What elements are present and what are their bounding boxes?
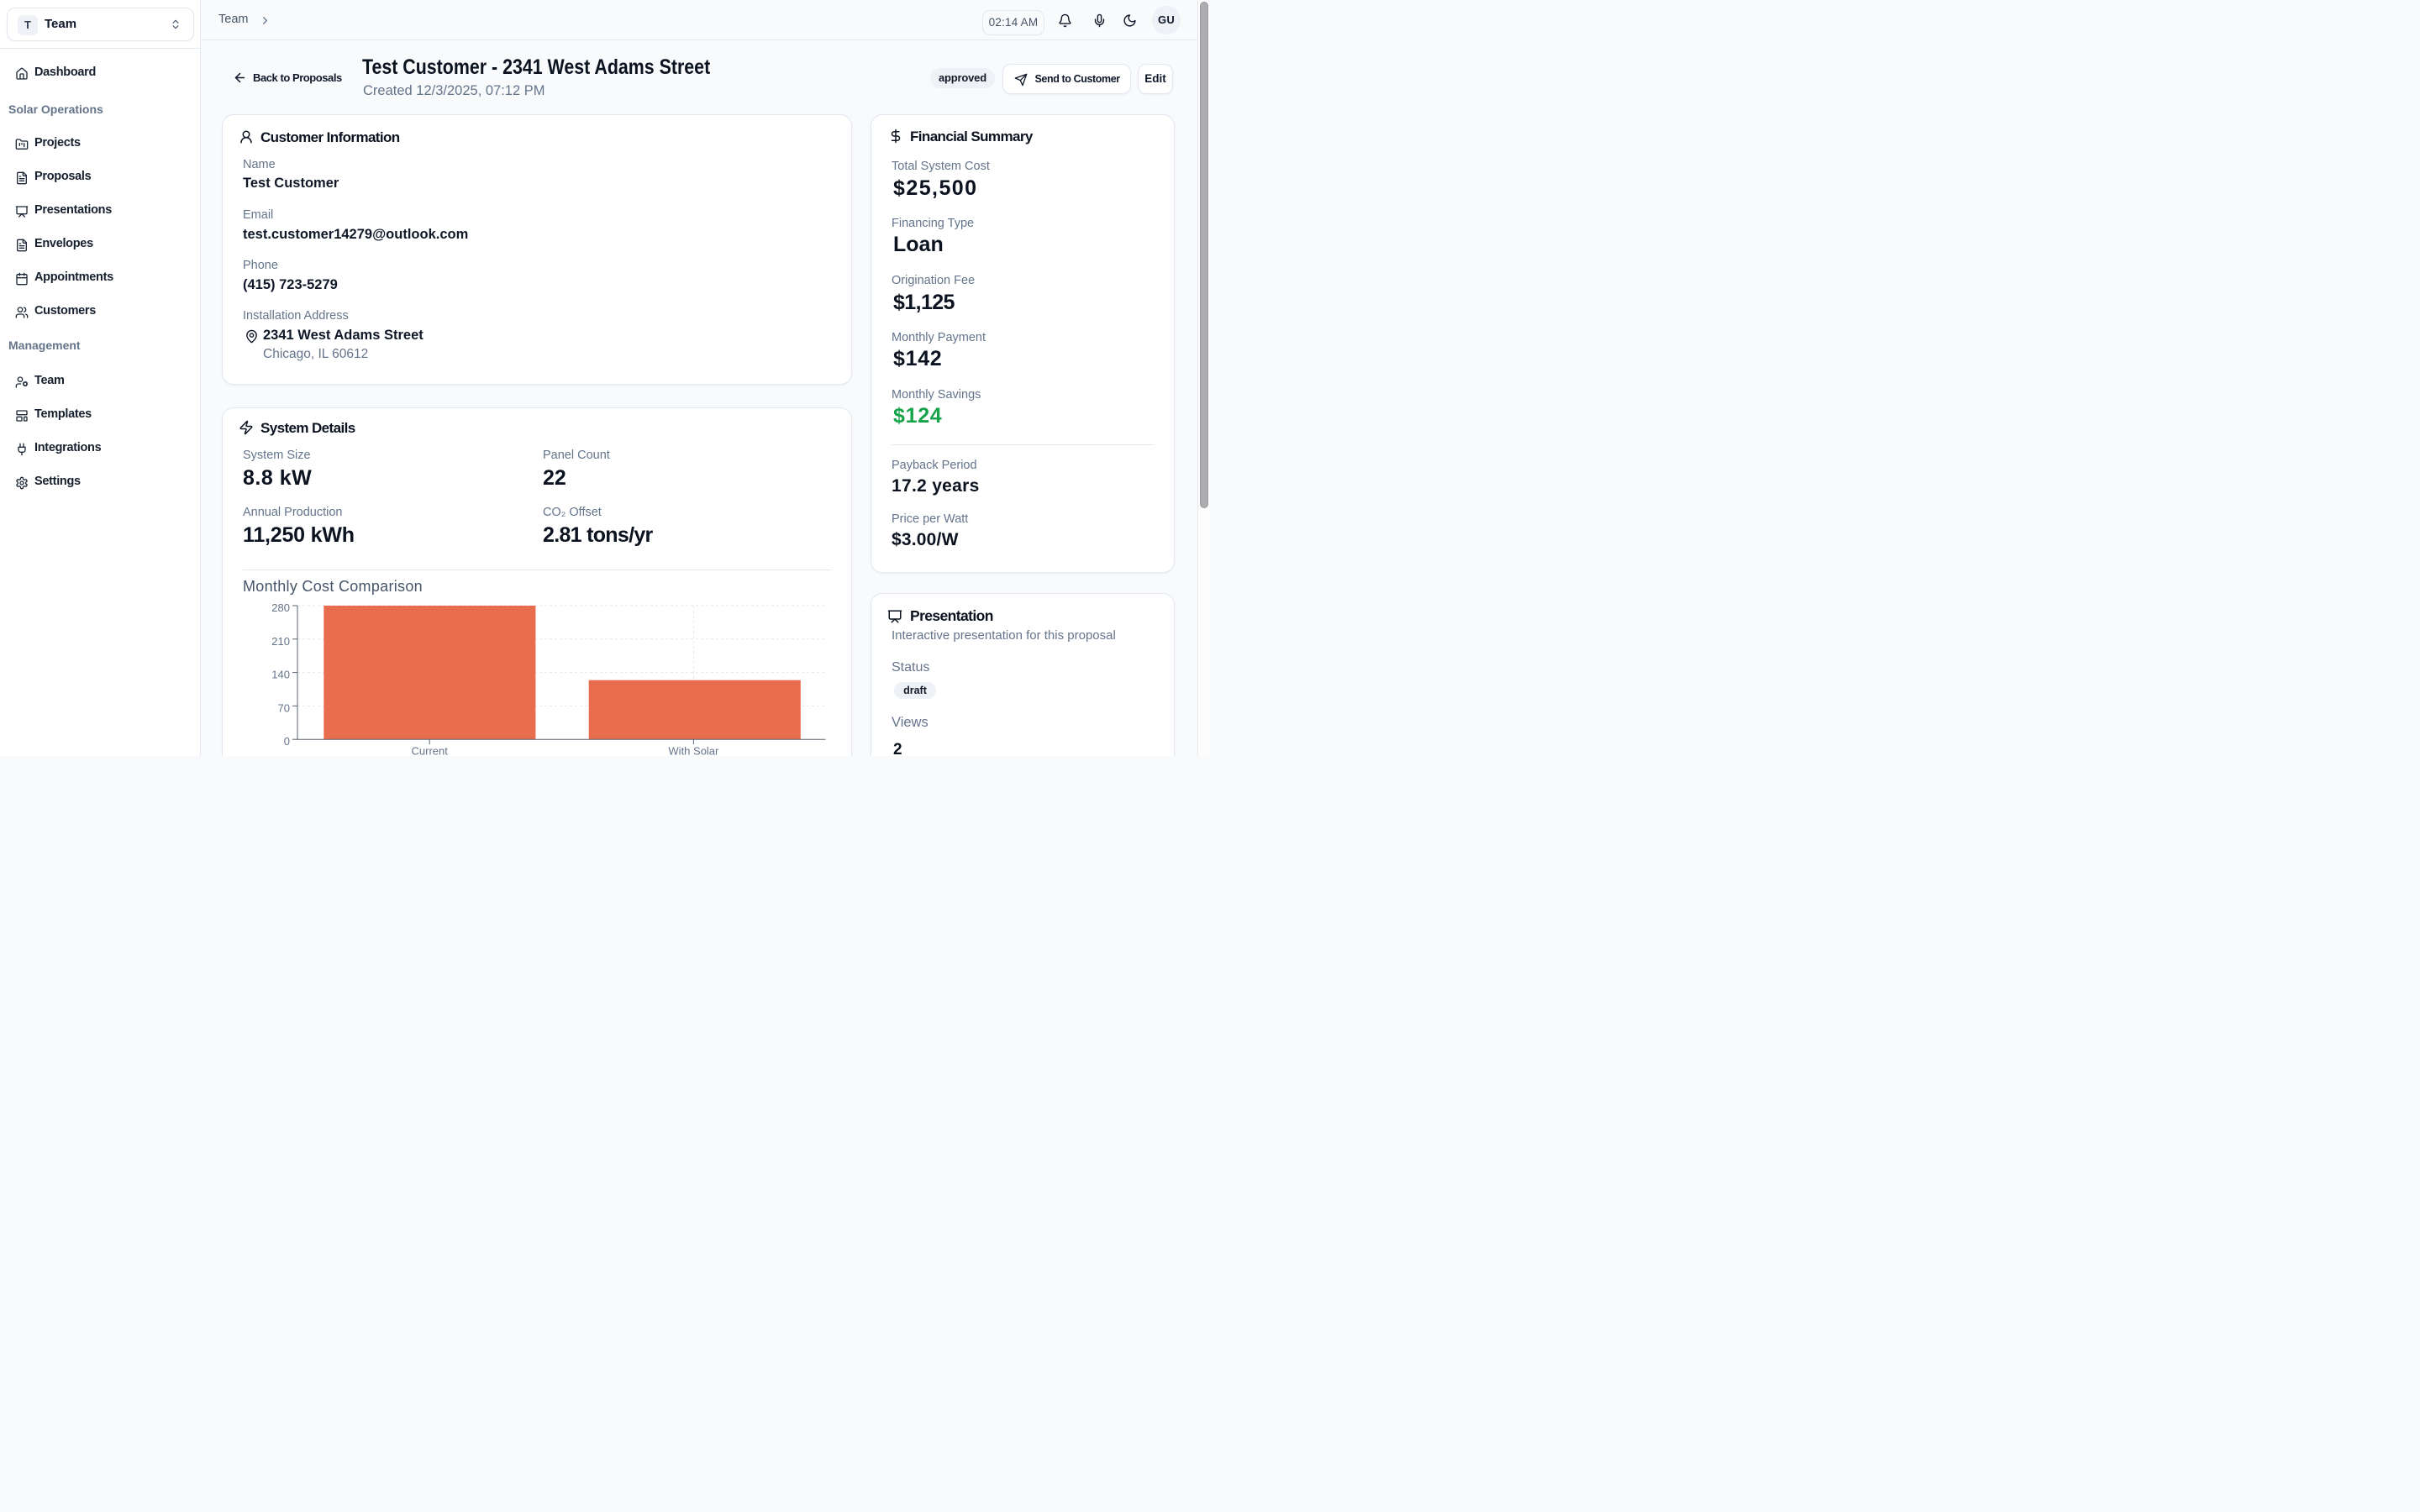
svg-text:0: 0 <box>284 735 290 748</box>
svg-text:Current: Current <box>412 745 449 757</box>
svg-text:140: 140 <box>271 669 290 681</box>
svg-text:With Solar: With Solar <box>668 745 719 757</box>
svg-text:70: 70 <box>278 701 290 714</box>
svg-text:280: 280 <box>271 601 290 614</box>
svg-text:210: 210 <box>271 635 290 648</box>
